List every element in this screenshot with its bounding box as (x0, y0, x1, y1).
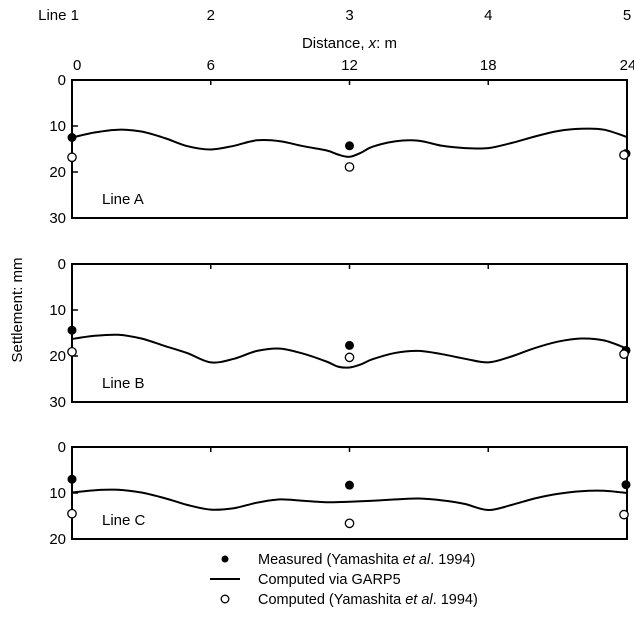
panel-line-c: 0 10 20 Line C (49, 439, 631, 548)
yamashita-point (619, 150, 629, 160)
measured-point (345, 480, 354, 490)
legend-label: Computed (Yamashita et al. 1994) (258, 592, 478, 608)
yamashita-point (67, 152, 77, 163)
garp5-curve (71, 127, 628, 158)
legend-label: Computed via GARP5 (258, 572, 401, 588)
panel-line-a: 0 10 20 30 Line A (49, 72, 631, 227)
yamashita-point (67, 508, 77, 519)
legend-marker-open (220, 594, 230, 604)
panel-label: Line C (102, 512, 146, 529)
legend-label: Measured (Yamashita et al. 1994) (258, 552, 475, 568)
y-tick-label: 20 (49, 348, 66, 365)
measured-point (345, 340, 354, 350)
measured-point (67, 474, 77, 484)
y-tick-label: 20 (49, 531, 66, 548)
yamashita-point (619, 509, 629, 520)
top-line-label: 2 (207, 7, 215, 24)
panel-label: Line B (102, 375, 145, 392)
top-line-label: 5 (623, 7, 631, 24)
x-tick-label: 24 (620, 57, 634, 74)
yamashita-point (344, 352, 355, 363)
x-axis-title: Distance, x: m (302, 35, 397, 52)
top-line-label: 3 (345, 7, 353, 24)
y-tick-label: 0 (58, 72, 66, 89)
y-tick-label: 30 (49, 394, 66, 411)
yamashita-point (67, 347, 77, 357)
x-tick-label: 12 (341, 57, 358, 74)
x-tick-label: 6 (207, 57, 215, 74)
yamashita-point (619, 349, 629, 360)
garp5-curve (71, 333, 628, 369)
y-tick-label: 0 (58, 256, 66, 273)
y-axis-label: Settlement: mm (9, 257, 26, 362)
measured-point (621, 480, 631, 490)
legend-marker-filled (221, 555, 229, 563)
y-tick-label: 10 (49, 118, 66, 135)
y-tick-label: 20 (49, 164, 66, 181)
garp5-curve (71, 488, 628, 512)
y-tick-label: 10 (49, 485, 66, 502)
x-tick-label: 18 (480, 57, 497, 74)
measured-point (67, 325, 77, 335)
measured-point (67, 133, 77, 142)
yamashita-point (344, 162, 355, 172)
panel-label: Line A (102, 191, 144, 208)
panel-line-b: 0 10 20 30 Line B (49, 256, 631, 411)
x-tick-label: 0 (73, 57, 81, 74)
top-line-label: 4 (484, 7, 492, 24)
top-line-label: Line 1 (38, 7, 79, 24)
y-tick-label: 30 (49, 210, 66, 227)
panel-frame (71, 263, 628, 403)
yamashita-point (344, 518, 355, 529)
y-tick-label: 0 (58, 439, 66, 456)
y-tick-label: 10 (49, 302, 66, 319)
legend: Measured (Yamashita et al. 1994) Computed… (210, 552, 478, 608)
measured-point (345, 141, 354, 151)
